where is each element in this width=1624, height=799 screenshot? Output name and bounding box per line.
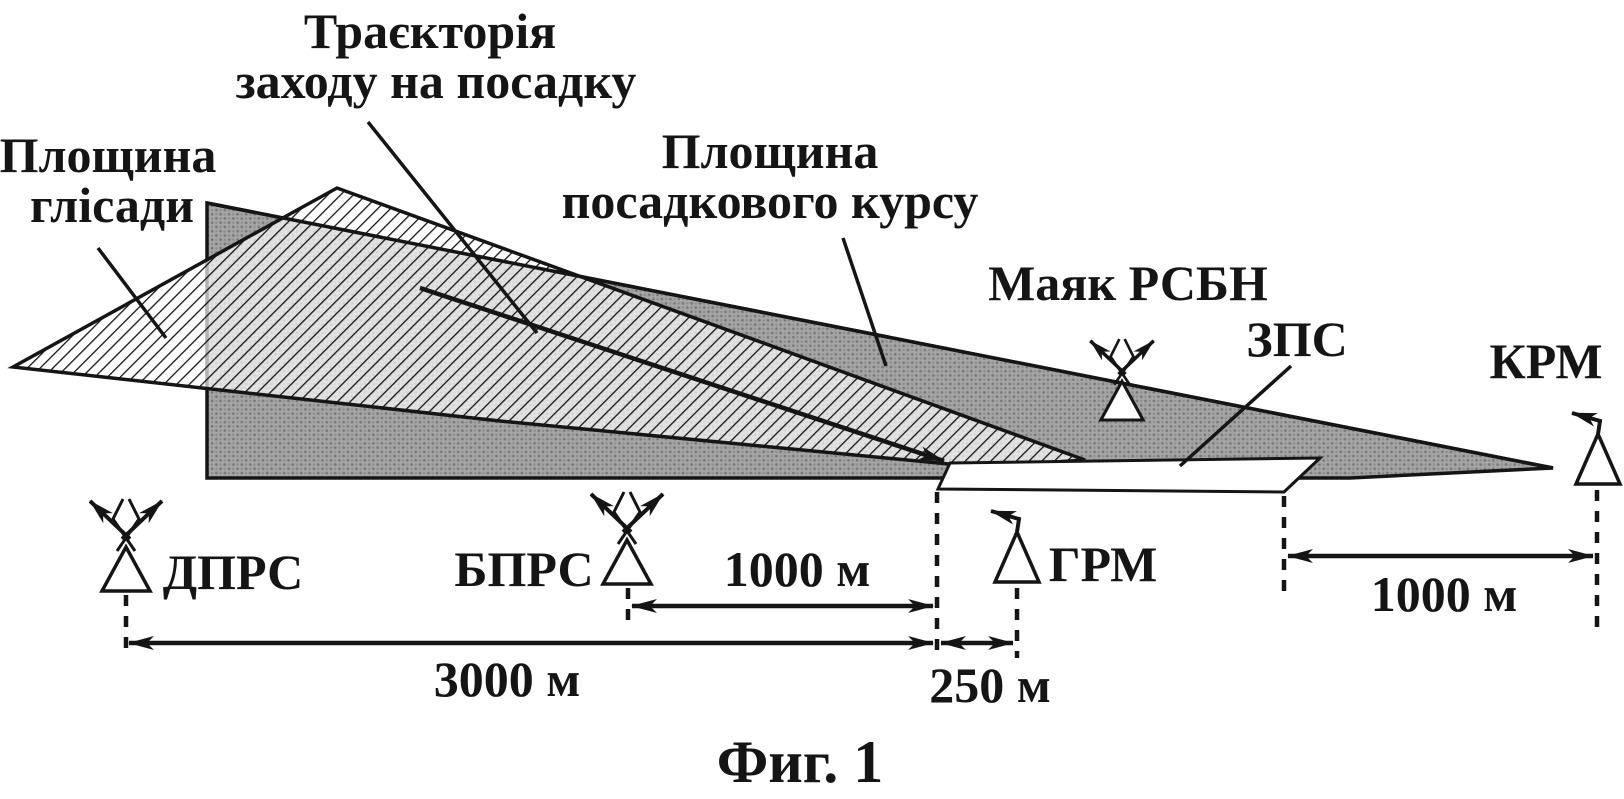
runway-leader-line <box>1178 364 1293 468</box>
course-plane-top-edge <box>206 201 1554 470</box>
figure-caption: Фиг. 1 <box>717 729 884 795</box>
grm-beacon-icon <box>991 511 1039 582</box>
glidepath-beacon-label: ГРМ <box>1049 536 1158 592</box>
runway-shape <box>935 456 1324 494</box>
runway-label: ЗПС <box>1246 311 1347 367</box>
course-plane-leader-line <box>841 237 888 367</box>
course-plane-label-line1: Площина <box>662 123 879 179</box>
glide-plane-leader-line <box>96 246 168 340</box>
course-plane-label-line2: посадкового курсу <box>562 173 979 229</box>
trajectory-label-line1: Траєкторія <box>304 3 556 59</box>
glide-plane-label-line1: Площина <box>0 127 216 183</box>
bprs-beacon-icon <box>591 492 663 584</box>
approach-trajectory-line <box>419 285 945 464</box>
dprs-beacon-icon <box>90 499 162 591</box>
rsbn-beacon-label: Маяк РСБН <box>988 255 1268 311</box>
trajectory-label-line2: заходу на посадку <box>236 53 637 109</box>
krm-beacon-icon <box>1572 413 1620 484</box>
dimension-250m-text: 250 м <box>929 657 1051 713</box>
localizer-label: КРМ <box>1489 333 1602 389</box>
dimension-3000m-text: 3000 м <box>434 651 581 707</box>
outer-marker-label: ДПРС <box>163 544 304 600</box>
dimension-1000m-right-text: 1000 м <box>1371 566 1518 622</box>
trajectory-leader-line <box>366 120 539 335</box>
middle-marker-label: БПРС <box>454 541 593 597</box>
glide-plane-label-line2: глісади <box>30 177 194 233</box>
dimension-1000m-left-text: 1000 м <box>724 541 871 597</box>
